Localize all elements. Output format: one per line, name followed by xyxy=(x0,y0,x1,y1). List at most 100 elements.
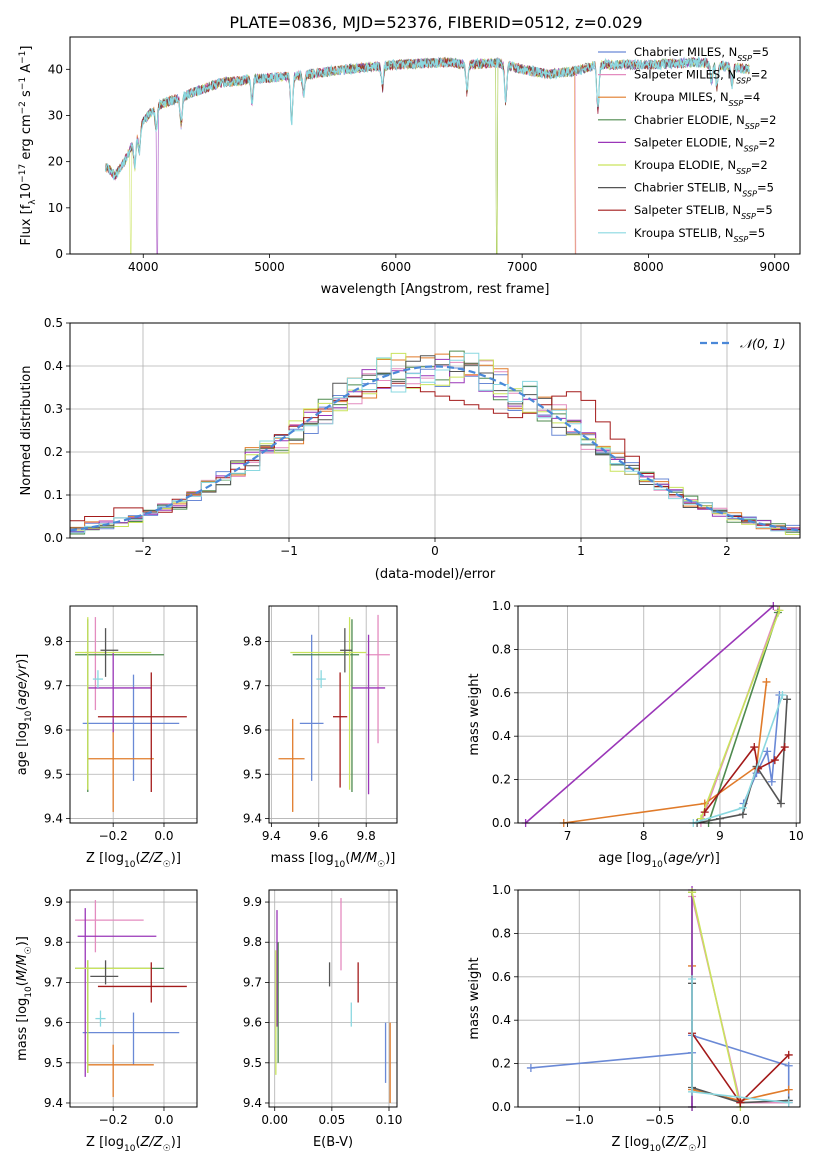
massweight-vs-Z-marker xyxy=(736,1098,745,1107)
massweight-vs-age-ytick-label: 0.4 xyxy=(492,729,511,743)
spectrum-frame xyxy=(69,36,801,255)
massweight-vs-Z-frame xyxy=(517,889,801,1108)
legend-entry-label: Salpeter MILES, NSSP=2 xyxy=(634,68,768,86)
massweight-vs-age-xtick-label: 10 xyxy=(789,829,804,843)
age-vs-Z-ytick-label: 9.7 xyxy=(44,679,63,693)
mass-vs-EBV-plot xyxy=(275,898,391,1103)
spectrum-xlabel: wavelength [Angstrom, rest frame] xyxy=(321,282,550,297)
legend-entry-label: Chabrier MILES, NSSP=5 xyxy=(634,45,769,63)
mass-vs-EBV-ytick-label: 9.8 xyxy=(243,935,262,949)
massweight-vs-Z-marker xyxy=(688,1087,697,1096)
massweight-vs-Z-marker xyxy=(784,1061,793,1070)
massweight-vs-age-ytick-label: 0.2 xyxy=(492,773,511,787)
massweight-vs-age-marker xyxy=(762,677,771,686)
massweight-vs-age-series-line xyxy=(707,612,779,824)
spectrum-xtick-label: 8000 xyxy=(633,260,664,274)
age-vs-mass-xtick-label: 9.4 xyxy=(262,829,281,843)
mass-vs-Z-errorbar-point xyxy=(75,960,152,1073)
mass-vs-EBV-xtick-label: 0.00 xyxy=(261,1113,288,1127)
massweight-vs-age-plot xyxy=(521,602,792,827)
massweight-vs-Z-ytick-label: 1.0 xyxy=(492,883,511,897)
age-vs-Z-xtick-label: −0.2 xyxy=(99,829,128,843)
spectrum-legend: Chabrier MILES, NSSP=5 Salpeter MILES, NS… xyxy=(598,45,776,243)
massweight-vs-Z-marker xyxy=(784,1085,793,1094)
massweight-vs-age-marker xyxy=(778,690,787,699)
mass-vs-Z-xlabel: Z [log10(Z/Z☉)] xyxy=(86,1135,181,1154)
residuals-ytick-label: 0.5 xyxy=(44,316,63,330)
massweight-vs-Z-xlabel: Z [log10(Z/Z☉)] xyxy=(612,1135,707,1154)
age-vs-mass-axes: 9.4 9.6 9.8 9.4 9.5 9.6 9.7 9.8 mass [log10(M/M☉… xyxy=(243,605,398,870)
spectrum-ytick-label: 20 xyxy=(48,155,63,169)
residuals-axes: −2 −1 0 1 2 0.0 0.1 0.2 0.3 0.4 0.5 (data-model)/er… xyxy=(19,316,801,582)
massweight-vs-age-xtick-label: 9 xyxy=(716,829,724,843)
age-vs-mass-errorbar-point xyxy=(366,614,390,744)
age-vs-mass-xlabel: mass [log10(M/M☉)] xyxy=(271,851,396,870)
mass-vs-Z-errorbar-point xyxy=(75,900,144,953)
mass-vs-Z-errorbar-point xyxy=(95,1010,106,1027)
mass-vs-Z-xtick-label: −0.2 xyxy=(99,1113,128,1127)
massweight-vs-age-frame xyxy=(517,605,801,824)
residuals-frame xyxy=(69,322,801,539)
residuals-legend: 𝒩(0, 1) xyxy=(700,336,786,351)
spectrum-ytick-label: 40 xyxy=(48,62,63,76)
mass-vs-EBV-xlabel: E(B-V) xyxy=(313,1135,353,1150)
massweight-vs-age-marker xyxy=(763,747,772,756)
mass-vs-EBV-axes: 0.00 0.05 0.10 9.4 9.5 9.6 9.7 9.8 9.9 E(B-V) xyxy=(243,889,403,1150)
age-vs-mass-errorbar-point xyxy=(340,628,352,673)
spectrum-ytick-label: 30 xyxy=(48,108,63,122)
mass-vs-EBV-xtick-label: 0.10 xyxy=(376,1113,403,1127)
massweight-vs-age-marker xyxy=(700,808,709,817)
massweight-vs-Z-marker xyxy=(784,1098,793,1107)
spectrum-series-line xyxy=(105,57,577,254)
mass-vs-EBV-ytick-label: 9.4 xyxy=(243,1096,262,1110)
age-vs-mass-xtick-label: 9.8 xyxy=(357,829,376,843)
age-vs-Z-ytick-label: 9.8 xyxy=(44,634,63,648)
mass-vs-Z-ylabel: mass [log10(M/M☉)] xyxy=(15,936,34,1061)
residuals-plot xyxy=(70,350,800,538)
massweight-vs-age-marker xyxy=(775,606,784,615)
massweight-vs-Z-ytick-label: 0.0 xyxy=(492,1100,511,1114)
legend-entry-label: Chabrier ELODIE, NSSP=2 xyxy=(634,113,776,131)
massweight-vs-Z-marker xyxy=(526,1063,535,1072)
massweight-vs-age-ylabel: mass weight xyxy=(467,673,482,755)
massweight-vs-age-ytick-label: 0.6 xyxy=(492,686,511,700)
legend-entry-label: Kroupa STELIB, NSSP=5 xyxy=(634,226,765,244)
age-vs-Z-errorbar-point xyxy=(75,617,152,790)
spectrum-series-line xyxy=(104,55,751,181)
residuals-ytick-label: 0.3 xyxy=(44,402,63,416)
mass-vs-Z-errorbar-point xyxy=(77,908,157,1077)
age-vs-mass-ytick-label: 9.8 xyxy=(243,634,262,648)
residuals-gaussian-curve xyxy=(70,365,800,532)
age-vs-Z-errorbar-point xyxy=(100,628,119,677)
mass-vs-Z-errorbar-point xyxy=(90,960,119,985)
age-vs-Z-axes: −0.2 0.0 9.4 9.5 9.6 9.7 9.8 Z [log10(Z/Z☉)] age… xyxy=(15,605,198,870)
residuals-xtick-label: −2 xyxy=(134,544,152,558)
age-vs-Z-errorbar-point xyxy=(82,674,180,781)
mass-vs-Z-errorbar-point xyxy=(87,1044,154,1097)
massweight-vs-Z-xtick-label: −1.0 xyxy=(565,1113,594,1127)
age-vs-mass-errorbar-point xyxy=(290,617,367,790)
massweight-vs-age-ytick-label: 0.0 xyxy=(492,816,511,830)
age-vs-Z-plot xyxy=(75,617,187,812)
spectrum-xtick-label: 6000 xyxy=(381,260,412,274)
massweight-vs-age-ytick-label: 1.0 xyxy=(492,599,511,613)
age-vs-Z-frame xyxy=(69,605,198,824)
residuals-ytick-label: 0.1 xyxy=(44,488,63,502)
massweight-vs-age-marker xyxy=(770,756,779,765)
age-vs-Z-xtick-label: 0.0 xyxy=(154,829,173,843)
residuals-xtick-label: 0 xyxy=(431,544,439,558)
age-vs-mass-errorbar-point xyxy=(333,672,348,788)
mass-vs-Z-errorbar-point xyxy=(97,962,187,1003)
age-vs-Z-errorbar-point xyxy=(87,718,154,812)
mass-vs-EBV-ytick-label: 9.9 xyxy=(243,895,262,909)
massweight-vs-age-axes: 7 8 9 10 0.0 0.2 0.4 0.6 0.8 1.0 age [log10(age/yr… xyxy=(467,599,804,870)
age-vs-mass-frame xyxy=(268,605,398,824)
spectrum-xtick-label: 4000 xyxy=(128,260,159,274)
age-vs-mass-errorbar-point xyxy=(351,634,386,795)
legend-entry-label: Kroupa MILES, NSSP=4 xyxy=(634,90,760,108)
mass-vs-Z-errorbar-point xyxy=(82,1012,180,1065)
residuals-ytick-label: 0.2 xyxy=(44,445,63,459)
age-vs-Z-errorbar-point xyxy=(92,670,104,688)
spectrum-axes: 4000 5000 6000 7000 8000 9000 0 10 20 30 40 wavelen… xyxy=(18,36,801,297)
